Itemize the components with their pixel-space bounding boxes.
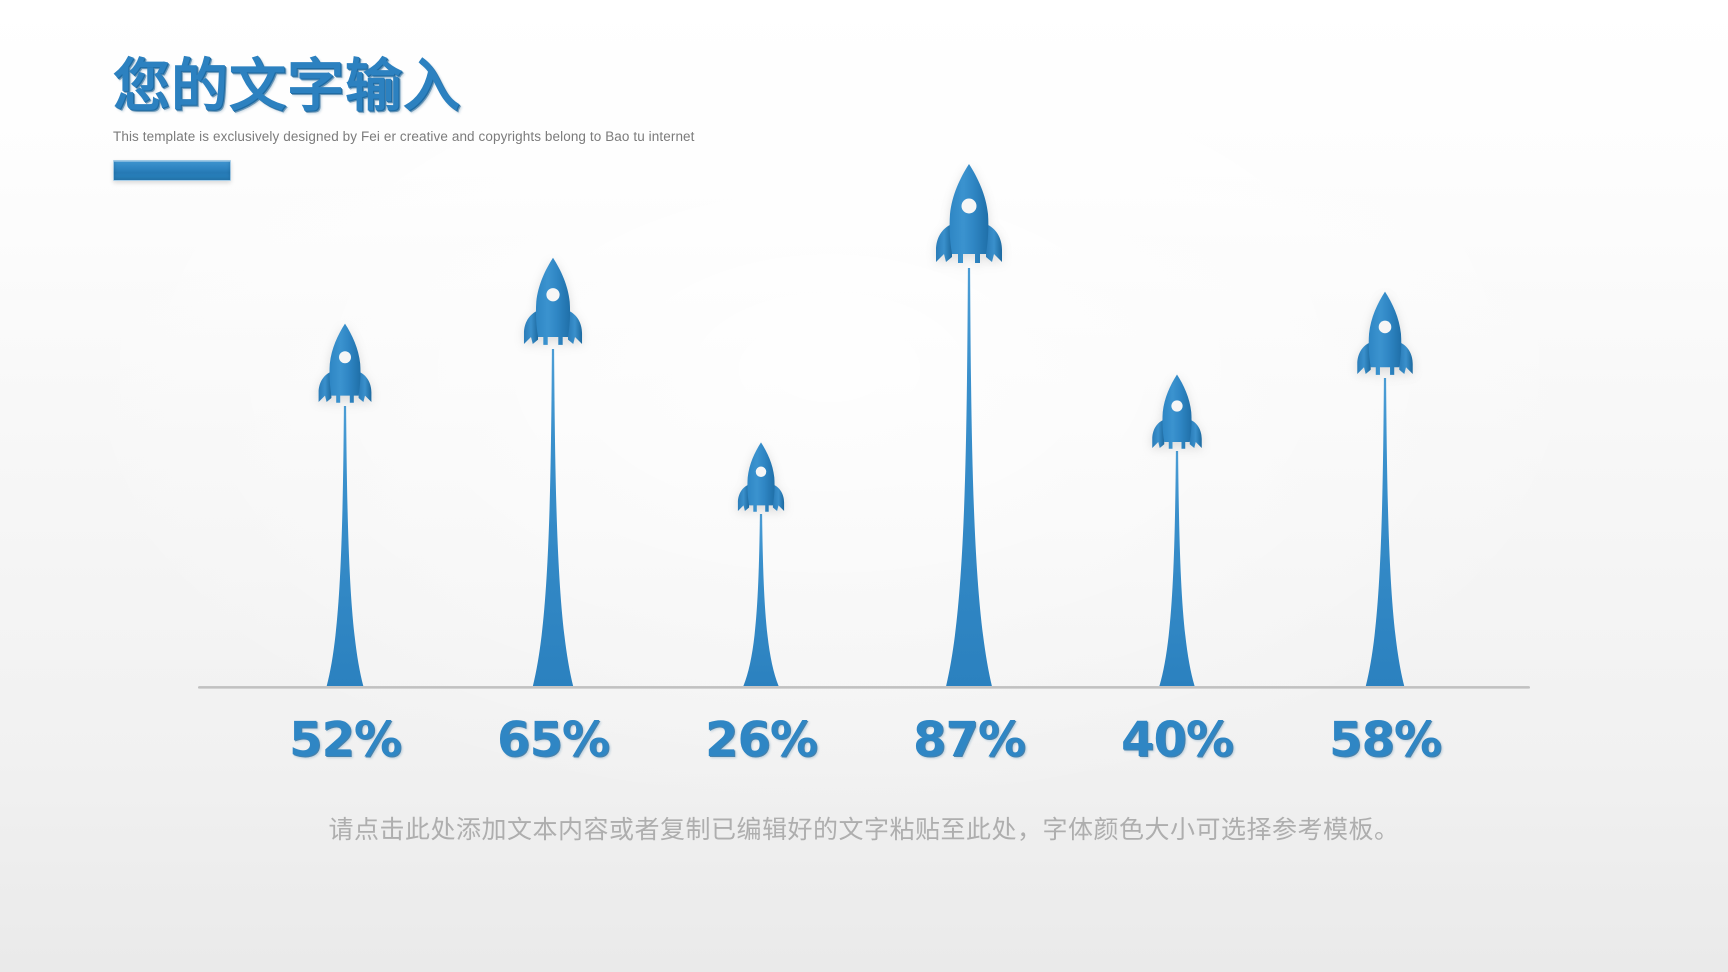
rocket-body [535, 257, 571, 346]
rocket-fin-right [1399, 341, 1413, 374]
chart-bar-column[interactable]: 52% [270, 0, 420, 972]
rocket-fin-left [523, 310, 539, 345]
rocket-trail [743, 514, 779, 686]
bar-value-label: 65% [497, 712, 610, 768]
bar-value-label: 58% [1329, 712, 1442, 768]
chart-bar-column[interactable]: 26% [686, 0, 836, 972]
rocket-trail-wrap [1363, 378, 1407, 686]
rocket-icon [318, 323, 372, 403]
chart-bar-column[interactable]: 65% [478, 0, 628, 972]
rocket-window [1171, 399, 1183, 412]
rocket-fin-left [318, 371, 332, 402]
rocket-trail-wrap [1157, 451, 1197, 686]
rocket-trail [1365, 378, 1405, 686]
rocket-window [755, 466, 767, 478]
rocket-marker[interactable] [926, 162, 1012, 277]
rocket-trail [946, 268, 992, 686]
rocket-marker[interactable] [515, 256, 591, 358]
rocket-trail-wrap [324, 406, 366, 686]
accent-bar [113, 160, 231, 182]
rocket-trail-wrap [530, 349, 576, 686]
rocket-trail-wrap [741, 514, 781, 686]
bar-value-label: 40% [1121, 712, 1234, 768]
chart-bar-column[interactable]: 87% [894, 0, 1044, 972]
body-caption: 请点击此处添加文本内容或者复制已编辑好的文字粘贴至此处，字体颜色大小可选择参考模… [328, 815, 1400, 844]
rocket-icon [1152, 374, 1202, 449]
rocket-icon [936, 164, 1002, 263]
rocket-marker[interactable] [311, 322, 380, 415]
bar-value-label: 26% [705, 712, 818, 768]
rocket-window [339, 351, 351, 364]
rocket-body [329, 323, 361, 403]
rocket-marker[interactable] [1349, 290, 1421, 387]
rocket-window [546, 288, 560, 302]
bar-value-label: 87% [913, 712, 1026, 768]
rocket-icon [523, 257, 583, 346]
rocket-marker[interactable] [1145, 373, 1210, 461]
chart-bar-column[interactable]: 40% [1102, 0, 1252, 972]
rocket-trail [532, 349, 574, 686]
rocket-fin-left [1357, 341, 1371, 374]
bar-value-label: 52% [289, 712, 402, 768]
rocket-marker[interactable] [731, 441, 791, 523]
rocket-fin-left [1152, 419, 1165, 448]
chart-baseline [198, 686, 1530, 689]
page-subtitle: This template is exclusively designed by… [113, 129, 695, 145]
chart-bar-column[interactable]: 58% [1310, 0, 1460, 972]
rocket-fin-right [772, 484, 785, 511]
header-block: 您的文字输入 This template is exclusively desi… [113, 53, 695, 182]
rocket-fin-right [567, 310, 583, 345]
rocket-window [961, 198, 977, 214]
rocket-window [1378, 320, 1392, 333]
page-title: 您的文字输入 [113, 53, 461, 119]
rocket-fin-left [936, 224, 952, 262]
rocket-trail [1159, 451, 1195, 686]
rocket-fin-right [1189, 419, 1202, 448]
rocket-trail [326, 406, 364, 686]
rocket-fin-left [737, 484, 750, 511]
rocket-fin-right [986, 224, 1002, 262]
rocket-icon [737, 442, 785, 512]
rocket-icon [1357, 291, 1413, 375]
rocket-fin-right [358, 371, 372, 402]
rocket-trail-wrap [943, 268, 995, 686]
rocket-body [1368, 291, 1402, 375]
